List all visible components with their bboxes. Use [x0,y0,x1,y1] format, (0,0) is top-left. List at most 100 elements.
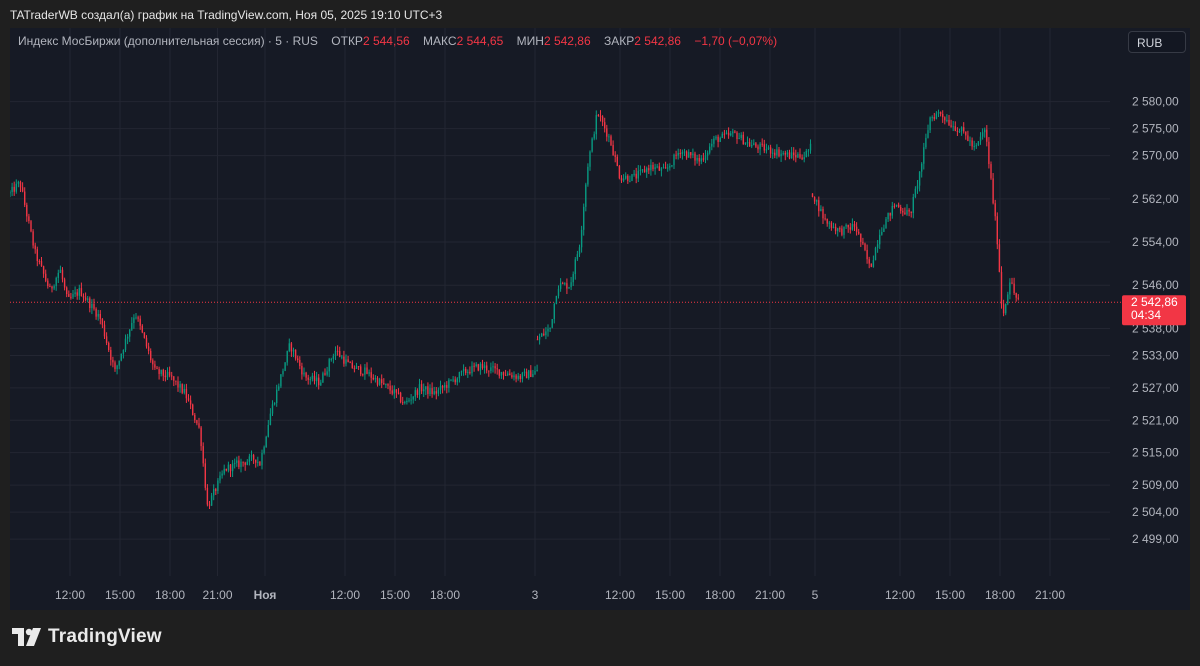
candle-body [511,375,513,378]
candle-body [625,175,627,179]
x-tick-label-8: 3 [532,588,539,602]
candle-body [131,323,133,330]
candle-body [839,228,841,230]
candle-body [765,148,768,151]
candle-body [30,221,32,232]
candle-body [166,371,169,378]
candle-body [294,349,297,359]
price-axis[interactable]: 2 580,00 2 575,00 2 570,00 2 562,00 2 554,00… [1132,95,1179,546]
candle-body [227,464,230,471]
candle-body [931,117,933,119]
candle-body [994,203,996,217]
tradingview-logo[interactable]: TradingView [12,626,162,648]
candle-body [620,178,623,181]
candle-body [694,153,696,161]
candle-body [173,376,175,381]
candle-body [929,117,931,131]
candle-body [240,461,242,468]
candle-body [454,379,456,383]
x-tick-label-4: Ноя [254,588,277,602]
candle-body [939,112,942,114]
candle-body [74,292,76,295]
header-bar: TATraderWB создал(а) график на TradingVi… [0,0,1200,28]
candle-body [973,146,975,148]
candle-body [536,339,539,341]
candle-body [746,142,749,144]
candle-body [185,388,188,399]
candle-body [944,117,946,121]
candle-body [580,229,583,248]
candle-body [221,473,223,476]
candle-body [597,115,600,117]
candle-body [868,259,870,264]
candle-body [732,131,734,134]
candle-body [822,208,824,219]
candle-body [357,366,360,368]
candle-body [950,125,952,127]
candle-body [601,116,604,123]
candle-body [108,342,110,351]
legend-low-label: МИН [516,34,544,48]
candle-body [679,152,681,155]
candle-body [322,373,324,383]
candle-body [423,389,425,392]
candle-body [664,167,667,169]
candle-body [509,373,511,376]
candle-body [564,283,566,285]
candle-body [805,150,807,158]
candle-body [229,464,232,472]
candle-body [95,308,97,317]
legend-high-value: 2 544,65 [456,34,504,48]
chart-legend: Индекс МосБиржи (дополнительная сессия) … [18,34,777,48]
candle-body [483,365,486,369]
candle-body [215,489,217,492]
candle-body [143,332,146,338]
candle-body [572,274,574,283]
candle-body [360,366,362,375]
candle-body [675,154,677,156]
candle-body [269,413,272,426]
candle-body [332,356,335,360]
candle-body [847,224,849,228]
candle-body [504,374,507,376]
candle-body [223,468,225,474]
currency-button[interactable]: RUB [1128,31,1186,53]
candle-body [486,365,488,371]
candle-body [595,115,597,135]
candle-body [28,216,30,222]
candle-body [366,367,368,374]
candle-body [383,383,385,385]
candle-body [521,372,524,379]
time-axis[interactable]: 12:00 15:00 18:00 21:00 Ноя 12:00 15:00 18:00 3 1… [55,588,1065,602]
candle-body [265,436,267,448]
candle-body [622,178,625,181]
candle-body [437,389,440,394]
x-tick-label-9: 12:00 [605,588,635,602]
legend-open-value: 2 544,56 [362,34,410,48]
candle-body [425,386,427,390]
candle-body [885,219,887,229]
candle-body [292,349,295,352]
x-tick-label-2: 18:00 [155,588,185,602]
candle-body [891,205,893,216]
candle-body [89,298,91,309]
candle-body [15,183,17,192]
candle-body [276,389,278,403]
candle-body [585,184,587,207]
candle-body [834,226,837,232]
candle-body [517,375,519,379]
candle-body [910,211,912,213]
candle-body [320,382,322,386]
candle-body [918,171,921,186]
candle-body [755,143,757,147]
candle-body [353,368,356,370]
price-chart[interactable]: 2 580,00 2 575,00 2 570,00 2 562,00 2 554,00… [10,28,1190,610]
chart-panel[interactable]: 2 580,00 2 575,00 2 570,00 2 562,00 2 554,00… [10,28,1190,610]
candle-body [851,224,854,230]
candle-body [414,390,416,397]
candle-body [717,136,719,142]
candle-body [351,362,353,369]
candle-body [255,459,257,463]
candle-body [326,371,328,375]
candle-body [906,209,908,215]
